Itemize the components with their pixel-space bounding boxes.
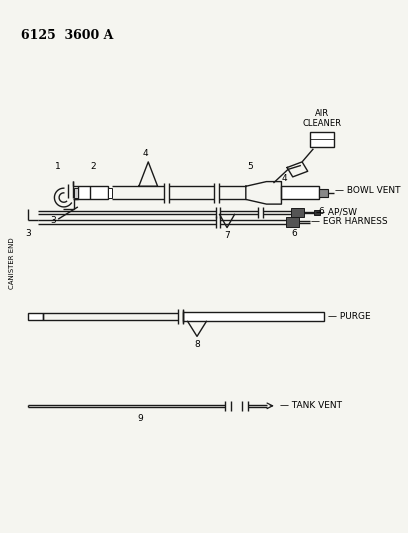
Bar [28, 313, 43, 320]
Bar [286, 217, 299, 227]
Bar [183, 312, 324, 321]
Bar [282, 186, 319, 199]
Text: — EGR HARNESS: — EGR HARNESS [311, 217, 388, 227]
Text: — TANK VENT: — TANK VENT [279, 401, 341, 410]
Bar [319, 189, 328, 197]
Bar [78, 186, 108, 199]
Text: — PURGE: — PURGE [328, 312, 371, 321]
Text: 6: 6 [292, 229, 297, 238]
Text: 3: 3 [25, 229, 31, 238]
Text: 4: 4 [143, 149, 148, 158]
Bar [310, 132, 334, 147]
Text: 2: 2 [90, 162, 96, 171]
Text: 6: 6 [318, 207, 324, 216]
Bar [314, 210, 320, 215]
Bar [74, 188, 78, 198]
Text: 1: 1 [55, 162, 61, 171]
Text: CANISTER END: CANISTER END [9, 237, 15, 289]
Text: 6125  3600 A: 6125 3600 A [21, 29, 113, 42]
Text: 8: 8 [194, 340, 200, 349]
Text: 9: 9 [138, 414, 144, 423]
Text: 4: 4 [282, 174, 287, 183]
Text: 5: 5 [248, 162, 253, 171]
Text: 3: 3 [51, 216, 56, 225]
Text: — BOWL VENT: — BOWL VENT [335, 187, 400, 196]
Bar [108, 188, 112, 198]
Text: 7: 7 [224, 231, 230, 240]
Bar [291, 208, 304, 217]
Text: — AP/SW: — AP/SW [316, 207, 357, 216]
Text: AIR
CLEANER: AIR CLEANER [302, 109, 341, 128]
